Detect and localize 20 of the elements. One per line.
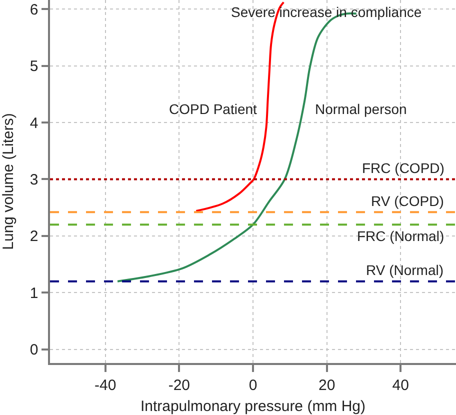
y-tick-label: 2 xyxy=(30,228,38,246)
x-tick-label: 0 xyxy=(248,376,258,394)
y-tick-label: 4 xyxy=(30,114,38,132)
y-tick-label: 6 xyxy=(30,1,38,18)
y-tick-label: 5 xyxy=(30,58,38,76)
ref-line-label: FRC (Normal) xyxy=(357,228,444,244)
series-label: COPD Patient xyxy=(169,101,258,117)
ref-line-label: RV (COPD) xyxy=(371,193,444,209)
x-tick-label: 40 xyxy=(392,376,409,394)
ref-line-label: FRC (COPD) xyxy=(362,160,444,176)
y-axis-title: Lung volume (Liters) xyxy=(0,113,17,250)
x-axis-title: Intrapulmonary pressure (mm Hg) xyxy=(140,398,366,415)
y-tick-label: 1 xyxy=(30,284,38,302)
series-label: Normal person xyxy=(315,101,407,117)
ref-line-label: RV (Normal) xyxy=(366,262,444,278)
x-tick-label: 20 xyxy=(318,376,336,394)
y-tick-label: 3 xyxy=(30,171,38,188)
x-tick-label: -20 xyxy=(168,376,190,394)
x-tick-label: -40 xyxy=(94,376,116,394)
y-tick-label: 0 xyxy=(30,342,38,359)
